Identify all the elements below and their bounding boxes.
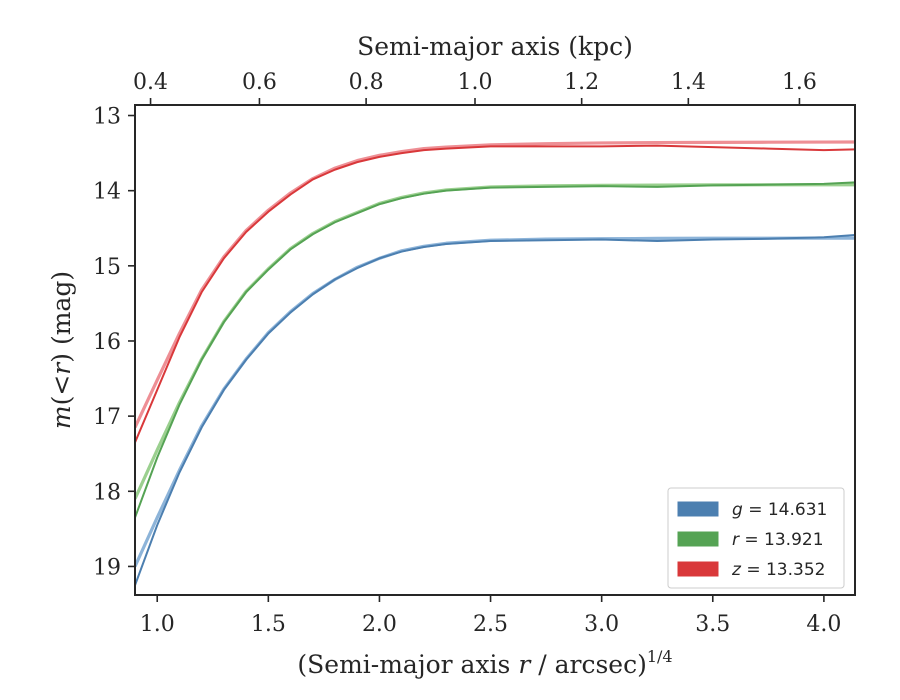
legend-swatch-z: [677, 561, 719, 577]
y-axis-title-paren: ): [47, 353, 76, 363]
y-tick-label: 13: [93, 105, 121, 130]
y-tick-label: 18: [93, 480, 121, 505]
y-tick-label: 19: [93, 555, 121, 580]
top-x-tick-label: 1.4: [671, 70, 706, 95]
legend-value: = 13.921: [739, 530, 824, 550]
top-x-tick-label: 1.0: [458, 70, 493, 95]
legend-label-r: r = 13.921: [732, 530, 824, 550]
y-axis-title-lt: (<: [47, 375, 76, 406]
legend-value: = 13.352: [741, 560, 826, 580]
y-axis-title-m: m: [47, 405, 76, 429]
top-x-tick-label: 1.2: [564, 70, 599, 95]
x-axis-title-part-1: (Semi-major axis: [297, 650, 518, 679]
plot-frame: [134, 104, 856, 596]
legend-swatch-r: [677, 531, 719, 547]
series-z-line: [135, 144, 855, 443]
series-g-line: [135, 234, 855, 586]
x-axis-title: (Semi-major axis r / arcsec)1/4: [297, 647, 672, 679]
y-tick-label: 16: [93, 330, 121, 355]
top-x-tick-label: 0.8: [349, 70, 384, 95]
y-tick-label: 15: [93, 255, 121, 280]
legend-variable: z: [731, 560, 742, 580]
legend-swatch-g: [677, 501, 719, 517]
y-tick-label: 14: [93, 180, 121, 205]
y-tick-label: 17: [93, 405, 121, 430]
series-r-line: [135, 181, 855, 518]
x-tick-label: 1.0: [140, 612, 175, 637]
y-axis-title: m(<r) (mag): [47, 271, 76, 429]
x-tick-label: 2.5: [473, 612, 508, 637]
x-tick-label: 4.0: [806, 612, 841, 637]
legend-label-z: z = 13.352: [731, 560, 825, 580]
top-x-tick-label: 0.6: [242, 70, 277, 95]
series-layer: [135, 140, 855, 586]
y-axis-title-unit: (mag): [47, 271, 76, 353]
legend-variable: g: [732, 500, 743, 520]
x-axis-title-exponent: 1/4: [647, 647, 673, 666]
legend-label-g: g = 14.631: [732, 500, 827, 520]
ticks-layer: 1.0 1.5 2.0 2.5 3.0 3.5 4.0 13 14 15 16 17 18 19 0.4 0.…: [93, 70, 841, 637]
x-tick-label: 2.0: [362, 612, 397, 637]
top-x-tick-label: 0.4: [133, 70, 168, 95]
x-axis-title-variable: r: [518, 650, 532, 679]
x-tick-label: 3.5: [695, 612, 730, 637]
x-tick-label: 3.0: [584, 612, 619, 637]
x-axis-title-part-2: / arcsec): [530, 650, 647, 679]
legend-value: = 14.631: [743, 500, 828, 520]
y-axis-title-r: r: [47, 361, 76, 375]
x-tick-label: 1.5: [251, 612, 286, 637]
legend-variable: r: [732, 530, 740, 550]
top-x-axis-title: Semi-major axis (kpc): [357, 32, 633, 61]
top-x-tick-label: 1.6: [782, 70, 817, 95]
